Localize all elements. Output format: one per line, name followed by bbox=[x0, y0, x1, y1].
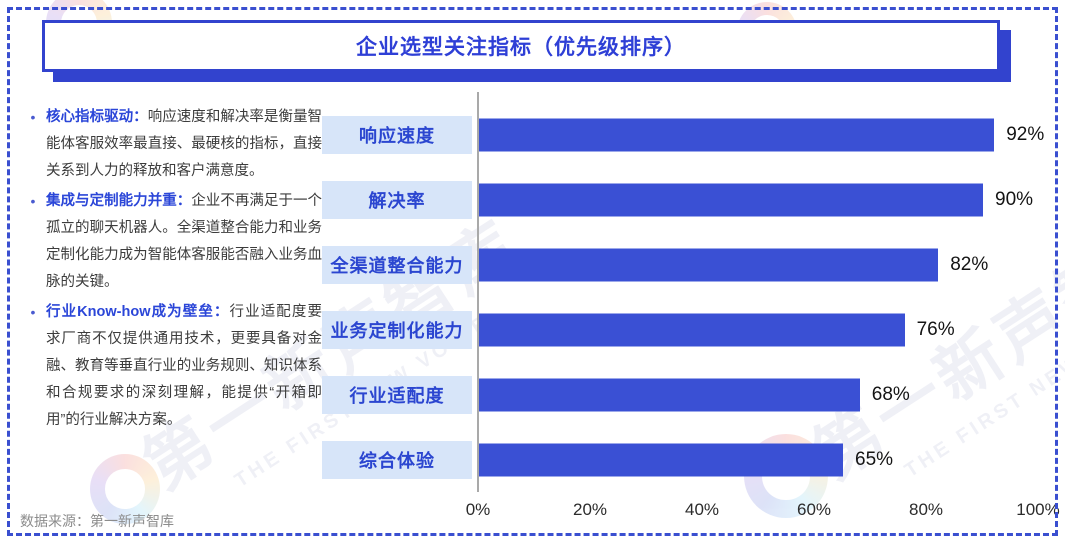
insight-item: • 核心指标驱动：响应速度和解决率是衡量智能体客服效率最直接、最硬核的指标，直接… bbox=[20, 104, 322, 185]
chart-row: 综合体验 65% bbox=[322, 427, 1052, 492]
bar-value-label: 76% bbox=[916, 318, 955, 340]
insight-body: 企业不再满足于一个孤立的聊天机器人。全渠道整合能力和业务定制化能力成为智能体客服… bbox=[46, 193, 323, 290]
category-label: 综合体验 bbox=[322, 440, 472, 479]
bar bbox=[479, 313, 905, 346]
bar bbox=[479, 443, 843, 476]
chart-row: 全渠道整合能力 82% bbox=[322, 232, 1052, 297]
data-source-note: 数据来源：第一新声智库 bbox=[20, 513, 174, 529]
page-title: 企业选型关注指标（优先级排序） bbox=[356, 36, 686, 59]
insight-text: 核心指标驱动：响应速度和解决率是衡量智能体客服效率最直接、最硬核的指标，直接关系… bbox=[46, 104, 322, 185]
chart-row: 响应速度 92% bbox=[322, 102, 1052, 167]
bar bbox=[479, 378, 860, 411]
bar-value-label: 90% bbox=[995, 188, 1034, 210]
bullet-dot-icon: • bbox=[30, 193, 36, 209]
insight-lead: 核心指标驱动： bbox=[46, 109, 148, 125]
insight-item: • 集成与定制能力并重：企业不再满足于一个孤立的聊天机器人。全渠道整合能力和业务… bbox=[20, 188, 322, 296]
insight-item: • 行业Know-how成为壁垒：行业适配度要求厂商不仅提供通用技术，更要具备对… bbox=[20, 299, 322, 434]
insight-text: 集成与定制能力并重：企业不再满足于一个孤立的聊天机器人。全渠道整合能力和业务定制… bbox=[46, 188, 322, 296]
insight-body: 行业适配度要求厂商不仅提供通用技术，更要具备对金融、教育等垂直行业的业务规则、知… bbox=[46, 304, 322, 428]
category-label: 解决率 bbox=[322, 180, 472, 219]
bar-value-label: 68% bbox=[871, 383, 910, 405]
x-axis-tick-label: 20% bbox=[572, 500, 608, 519]
insight-lead: 行业Know-how成为壁垒： bbox=[46, 304, 230, 320]
title-banner: 企业选型关注指标（优先级排序） bbox=[42, 20, 1000, 72]
bar bbox=[479, 118, 995, 151]
bar bbox=[479, 248, 939, 281]
insight-body: 响应速度和解决率是衡量智能体客服效率最直接、最硬核的指标，直接关系到人力的释放和… bbox=[46, 109, 323, 179]
category-label: 行业适配度 bbox=[322, 375, 472, 414]
x-axis-tick-label: 60% bbox=[796, 500, 832, 519]
chart-row: 行业适配度 68% bbox=[322, 362, 1052, 427]
chart-row: 业务定制化能力 76% bbox=[322, 297, 1052, 362]
x-axis: 0% 20% 40% 60% 80% 100% bbox=[322, 500, 1060, 524]
y-axis-line bbox=[477, 92, 479, 492]
bar bbox=[479, 183, 983, 216]
brand-logo-watermark bbox=[90, 454, 160, 524]
bullet-dot-icon: • bbox=[30, 109, 36, 125]
category-label: 业务定制化能力 bbox=[322, 310, 472, 349]
x-axis-tick-label: 40% bbox=[684, 500, 720, 519]
chart-row: 解决率 90% bbox=[322, 167, 1052, 232]
insight-list: • 核心指标驱动：响应速度和解决率是衡量智能体客服效率最直接、最硬核的指标，直接… bbox=[20, 104, 322, 437]
category-label: 全渠道整合能力 bbox=[322, 245, 472, 284]
bar-value-label: 82% bbox=[950, 253, 989, 275]
x-axis-tick-label: 0% bbox=[465, 500, 491, 519]
bar-value-label: 92% bbox=[1006, 123, 1045, 145]
bullet-dot-icon: • bbox=[30, 304, 36, 320]
insight-lead: 集成与定制能力并重： bbox=[46, 193, 192, 209]
x-axis-tick-label: 80% bbox=[908, 500, 944, 519]
x-axis-tick-label: 100% bbox=[1016, 500, 1060, 519]
chart-rows: 响应速度 92% 解决率 90% 全渠道整合能力 82% 业务定制化能力 76% 行业适配度 68… bbox=[322, 102, 1052, 492]
bar-value-label: 65% bbox=[855, 448, 894, 470]
bar-chart: 响应速度 92% 解决率 90% 全渠道整合能力 82% 业务定制化能力 76% 行业适配度 68… bbox=[322, 92, 1060, 537]
insight-text: 行业Know-how成为壁垒：行业适配度要求厂商不仅提供通用技术，更要具备对金融… bbox=[46, 299, 322, 434]
category-label: 响应速度 bbox=[322, 115, 472, 154]
